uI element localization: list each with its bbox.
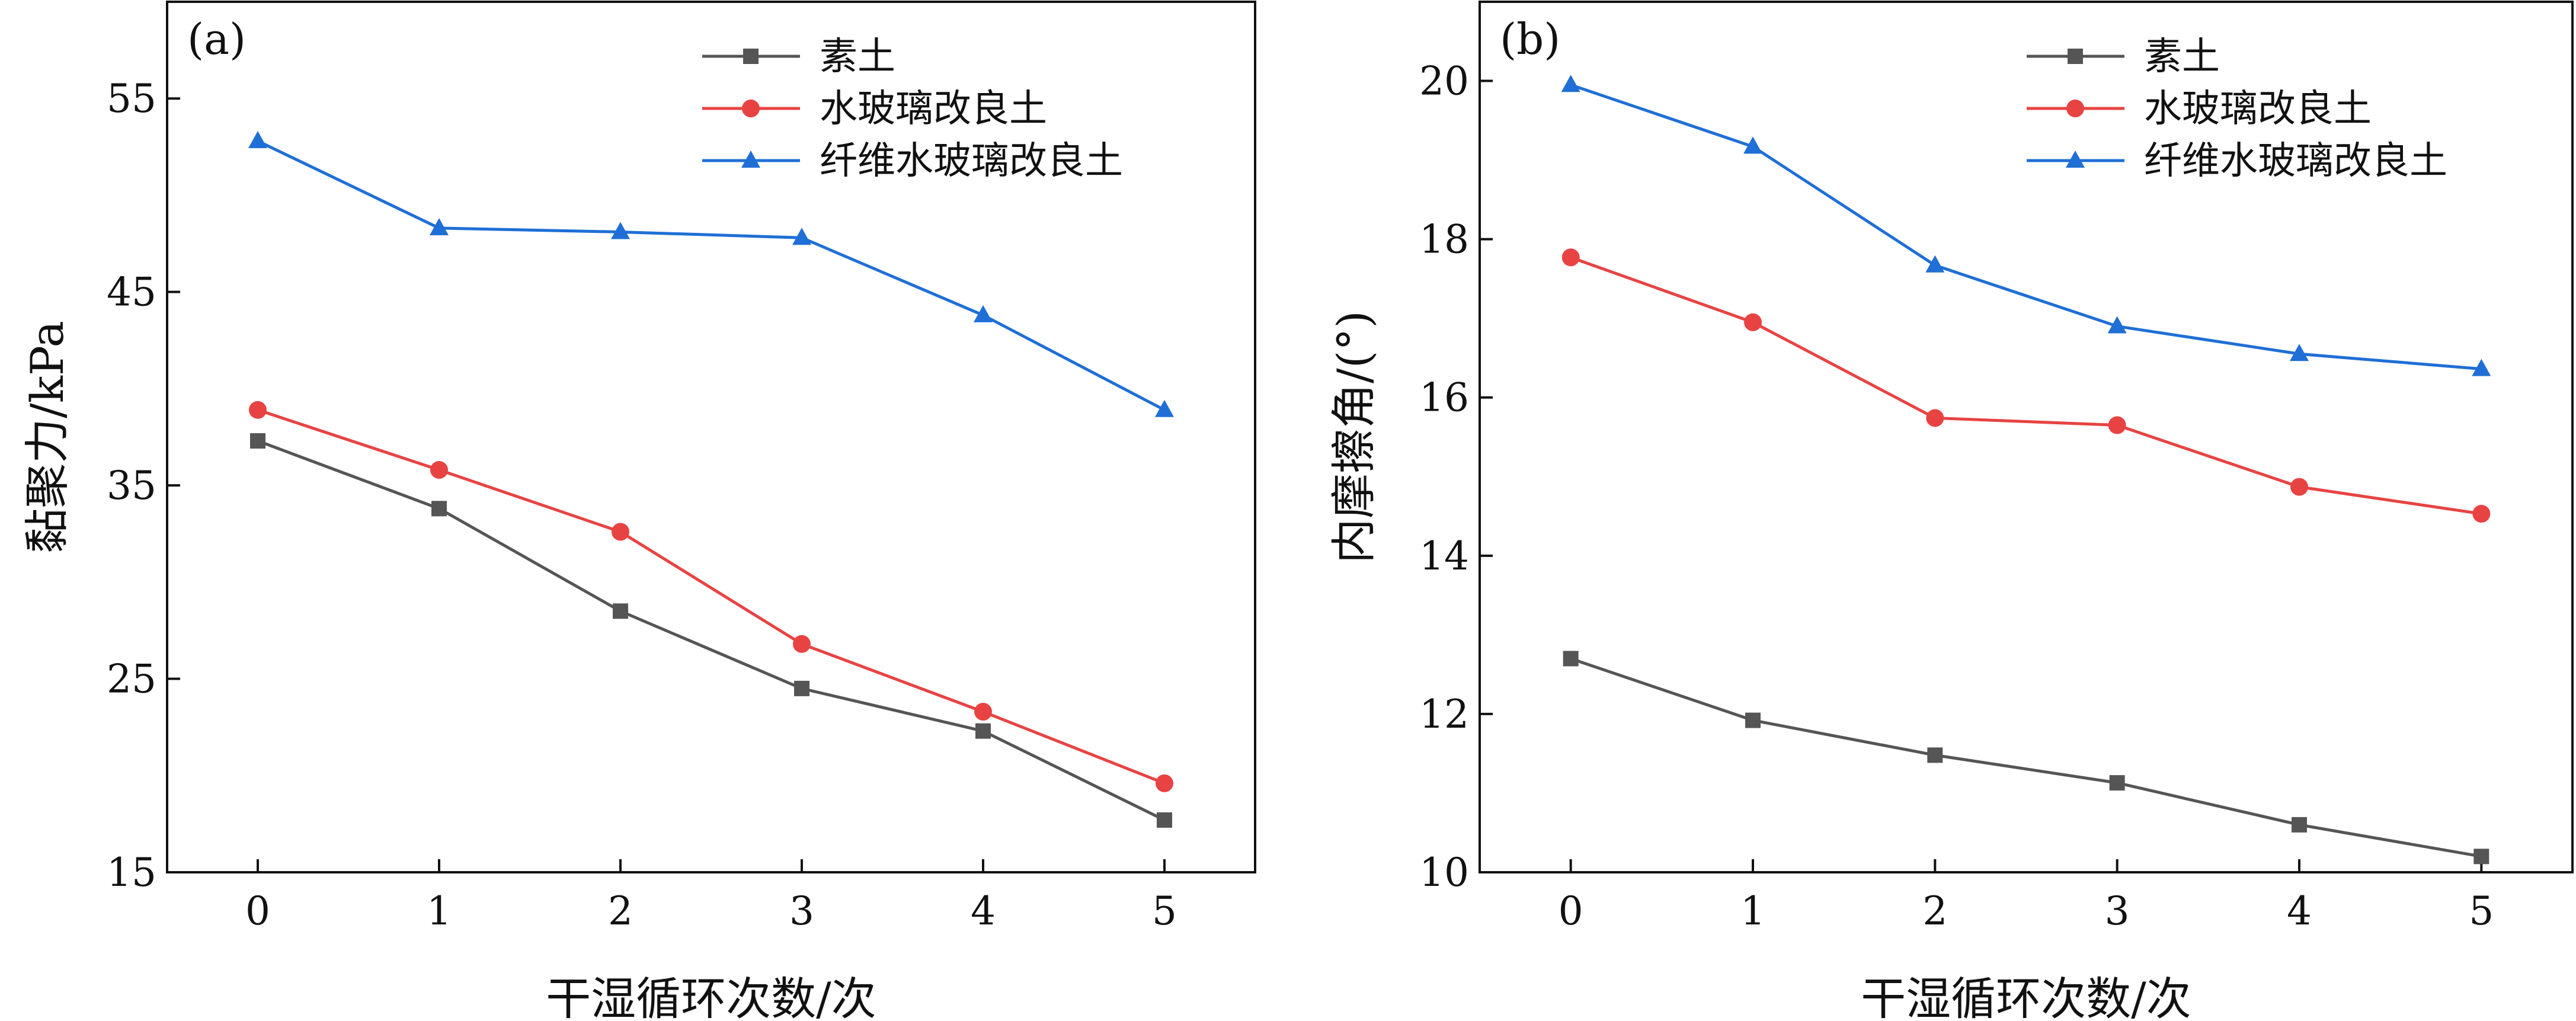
data-point-sodium-silicate-soil [430,460,448,479]
series-plain-soil [1563,651,2489,865]
data-point-plain-soil [2292,817,2307,833]
y-tick-label: 16 [1419,375,1469,421]
series-fiber-sodium-silicate-soil [1561,75,2491,376]
x-axis-title: 干湿循环次数/次 [546,972,876,1021]
y-tick-label: 12 [1419,692,1469,737]
x-tick-label: 3 [789,888,814,934]
x-tick-label: 2 [608,888,633,934]
series-line-fiber-sodium-silicate-soil [1570,83,2482,371]
data-point-sodium-silicate-soil [2290,478,2308,496]
data-point-plain-soil [431,501,447,517]
data-point-plain-soil [794,680,809,696]
legend-marker-plain-soil [2068,49,2083,64]
y-axis-title: 内摩擦角/(°) [1327,311,1380,564]
legend-marker-fiber-sodium-silicate-soil [741,151,760,168]
data-point-fiber-sodium-silicate-soil [2472,359,2491,376]
y-tick-label: 45 [107,270,156,315]
y-tick-label: 20 [1419,59,1469,104]
x-tick-label: 3 [2105,888,2130,934]
data-point-fiber-sodium-silicate-soil [2290,344,2309,361]
series-sodium-silicate-soil [249,401,1173,792]
data-point-sodium-silicate-soil [2108,416,2126,434]
series-line-plain-soil [257,439,1166,822]
data-point-plain-soil [1157,812,1172,828]
y-tick-label: 14 [1419,533,1469,579]
legend-marker-sodium-silicate-soil [2066,100,2084,117]
y-tick-label: 10 [1419,850,1469,895]
y-tick-label: 55 [107,76,156,121]
y-tick-label: 35 [107,463,156,508]
data-point-sodium-silicate-soil [2472,505,2491,523]
x-tick-label: 5 [1152,888,1177,934]
series-line-sodium-silicate-soil [257,408,1165,785]
x-tick-label: 1 [1740,888,1765,934]
x-axis-title: 干湿循环次数/次 [1861,972,2191,1021]
data-point-plain-soil [613,603,628,619]
data-point-plain-soil [975,723,991,739]
series-fiber-sodium-silicate-soil [248,131,1174,417]
data-point-fiber-sodium-silicate-soil [2107,316,2127,334]
data-point-fiber-sodium-silicate-soil [1561,75,1580,92]
legend-label-plain-soil: 素土 [820,35,895,79]
data-point-plain-soil [1563,651,1579,667]
x-tick-label: 2 [1922,888,1947,934]
series-line-plain-soil [1570,657,2482,858]
data-point-fiber-sodium-silicate-soil [1155,399,1174,417]
data-point-fiber-sodium-silicate-soil [430,217,449,235]
series-sodium-silicate-soil [1561,248,2491,523]
y-tick-label: 25 [107,657,156,702]
plot-frame [166,1,1256,873]
data-point-plain-soil [1927,747,1943,763]
panel-label: (a) [187,14,246,64]
data-point-plain-soil [250,433,265,449]
legend-label-plain-soil: 素土 [2144,35,2220,79]
x-tick-label: 0 [1559,888,1583,934]
data-point-fiber-sodium-silicate-soil [974,305,993,322]
data-point-plain-soil [2109,775,2125,791]
x-tick-label: 1 [427,888,452,934]
data-point-sodium-silicate-soil [1561,248,1580,267]
x-tick-label: 4 [2287,888,2312,934]
y-tick-label: 15 [107,850,156,895]
data-point-sodium-silicate-soil [1926,409,1944,427]
panel-label: (b) [1500,14,1560,64]
data-point-sodium-silicate-soil [249,401,267,419]
x-tick-label: 4 [971,888,996,934]
legend-label-sodium-silicate-soil: 水玻璃改良土 [820,87,1047,131]
data-point-sodium-silicate-soil [793,635,811,653]
y-axis-title: 黏聚力/kPa [21,321,73,553]
data-point-plain-soil [1745,712,1761,728]
legend-label-sodium-silicate-soil: 水玻璃改良土 [2144,87,2372,131]
series-line-sodium-silicate-soil [1570,255,2482,516]
data-point-fiber-sodium-silicate-soil [1743,136,1762,154]
legend-marker-fiber-sodium-silicate-soil [2066,151,2085,168]
legend-marker-plain-soil [743,49,759,64]
data-point-fiber-sodium-silicate-soil [248,131,267,149]
data-point-sodium-silicate-soil [974,703,992,721]
legend-label-fiber-sodium-silicate-soil: 纤维水玻璃改良土 [2144,139,2447,183]
x-tick-label: 0 [245,888,270,934]
plot-frame [1479,1,2574,873]
data-point-sodium-silicate-soil [612,523,629,541]
series-line-fiber-sodium-silicate-soil [257,139,1166,412]
legend-marker-sodium-silicate-soil [742,100,760,117]
data-point-fiber-sodium-silicate-soil [792,228,811,245]
y-tick-label: 18 [1419,217,1469,263]
data-point-fiber-sodium-silicate-soil [611,222,630,239]
data-point-plain-soil [2473,849,2489,865]
data-point-sodium-silicate-soil [1744,313,1762,331]
x-tick-label: 5 [2469,888,2494,934]
data-point-fiber-sodium-silicate-soil [1925,255,1945,273]
series-plain-soil [250,433,1172,828]
data-point-sodium-silicate-soil [1156,774,1173,792]
legend-label-fiber-sodium-silicate-soil: 纤维水玻璃改良土 [820,139,1123,183]
